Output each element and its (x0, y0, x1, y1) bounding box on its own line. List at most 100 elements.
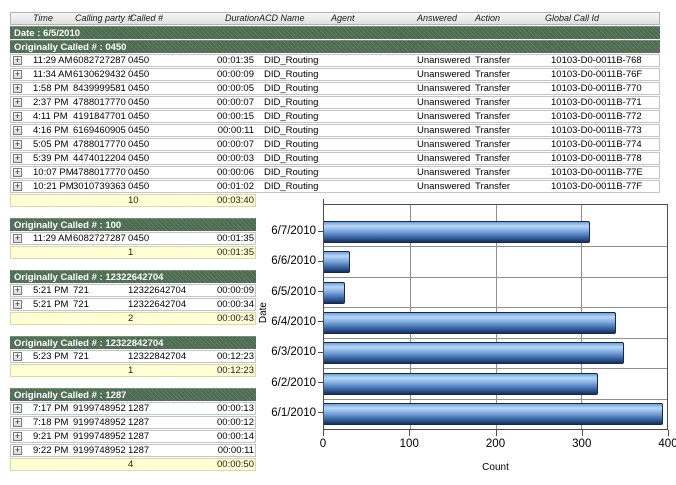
expander-cell: + (11, 167, 31, 178)
x-axis: 0 100 200 300 400 (320, 430, 676, 454)
cell-duration: 00:00:12 (217, 417, 254, 428)
expand-row-button[interactable]: + (13, 403, 22, 413)
cell-acd-name: DID_Routing (264, 69, 319, 80)
cell-time: 4:11 PM (33, 111, 68, 122)
expand-row-button[interactable]: + (13, 181, 22, 191)
y-tick-mark (318, 412, 323, 414)
group-summary-row: 1 00:12:23 (10, 364, 256, 377)
call-row[interactable]: +1:58 PM 8439999581 0450 00:00:05 DID_Routin… (10, 82, 660, 95)
cell-calling-party: 4788017770 (73, 97, 126, 108)
x-tick-mark (409, 430, 411, 436)
call-group: Originally Called # : 12322642704 +5:21 P… (10, 270, 660, 325)
cell-action: Transfer (475, 167, 511, 178)
chart-body: 6/7/2010 6/6/2010 6/5/2010 6/4/2010 6/3/2010… (255, 199, 676, 473)
cell-acd-name: DID_Routing (264, 97, 319, 108)
col-header-answered[interactable]: Answered (417, 13, 458, 23)
expand-row-button[interactable]: + (13, 445, 22, 455)
y-tick-label: 6/2/2010 (271, 376, 316, 389)
y-tick-mark (318, 351, 323, 353)
cell-time: 11:29 AM (33, 55, 73, 66)
expander-cell: + (11, 139, 31, 150)
call-row[interactable]: +9:22 PM 9199748952 1287 00:00:11 (10, 444, 256, 457)
summary-spacer (31, 313, 73, 324)
col-header-action[interactable]: Action (475, 13, 501, 23)
y-tick-mark (318, 260, 323, 262)
chart-band (324, 369, 667, 400)
y-tick-row: 6/1/2010 (255, 398, 323, 428)
col-header-global-call-id[interactable]: Global Call Id (545, 13, 600, 23)
call-row[interactable]: +11:34 AM 6130629432 0450 00:00:09 DID_Routi… (10, 68, 660, 81)
expand-row-button[interactable]: + (13, 83, 22, 93)
col-header-time[interactable]: Time (33, 13, 53, 23)
expand-row-button[interactable]: + (13, 285, 22, 295)
col-header-calling-party[interactable]: Calling party # (75, 13, 133, 23)
cell-calling-party: 6130629432 (73, 69, 126, 80)
expander-cell: + (11, 97, 31, 108)
group-summary-row: 2 00:00:43 (10, 312, 256, 325)
y-tick-row: 6/7/2010 (255, 216, 323, 246)
col-header-expander (11, 13, 31, 24)
expand-row-button[interactable]: + (13, 431, 22, 441)
call-row[interactable]: +5:23 PM 721 12322842704 00:12:23 (10, 350, 256, 363)
cell-calling-party: 6082727287 (73, 55, 126, 66)
call-row[interactable]: +7:18 PM 9199748952 1287 00:00:12 (10, 416, 256, 429)
expand-row-button[interactable]: + (13, 55, 22, 65)
expand-row-button[interactable]: + (13, 417, 22, 427)
expander-cell: + (11, 69, 31, 80)
call-row[interactable]: +10:07 PM 4788017770 0450 00:00:06 DID_Routi… (10, 166, 660, 179)
call-group: Originally Called # : 100 +11:29 AM 608272… (10, 218, 660, 259)
call-group: Originally Called # : 0450 +11:29 AM 60827… (10, 40, 660, 207)
call-row[interactable]: +5:05 PM 4788017770 0450 00:00:07 DID_Routin… (10, 138, 660, 151)
expander-cell: + (11, 111, 31, 122)
call-row[interactable]: +7:17 PM 9199748952 1287 00:00:13 (10, 402, 256, 415)
cell-agent (329, 69, 415, 80)
expander-cell: + (11, 403, 31, 414)
cell-time: 4:16 PM (33, 125, 69, 136)
cell-time: 5:21 PM (33, 285, 69, 296)
cell-acd-name: DID_Routing (264, 125, 319, 136)
col-header-acd-name[interactable]: ACD Name (259, 13, 305, 23)
y-tick-label: 6/6/2010 (271, 255, 316, 268)
expand-row-button[interactable]: + (13, 233, 22, 243)
expand-row-button[interactable]: + (13, 111, 22, 121)
expand-row-button[interactable]: + (13, 69, 22, 79)
expand-row-button[interactable]: + (13, 125, 22, 135)
expand-row-button[interactable]: + (13, 97, 22, 107)
call-row[interactable]: +5:39 PM 4474012204 0450 00:00:03 DID_Routin… (10, 152, 660, 165)
expand-row-button[interactable]: + (13, 299, 22, 309)
chart-band (324, 339, 667, 370)
call-row[interactable]: +2:37 PM 4788017770 0450 00:00:07 DID_Routin… (10, 96, 660, 109)
col-header-duration[interactable]: Duration (225, 13, 260, 23)
expander-cell: + (11, 285, 31, 296)
y-tick-label: 6/3/2010 (271, 346, 316, 359)
calls-by-date-chart: Date 6/7/2010 6/6/2010 6/5/2010 6/4/2010 6/3… (255, 199, 676, 473)
cell-global-call-id: 10103-D0-0011B-77E (551, 167, 643, 178)
expand-row-button[interactable]: + (13, 153, 22, 163)
y-tick-mark (318, 321, 323, 323)
call-row[interactable]: +9:21 PM 9199748952 1287 00:00:14 (10, 430, 256, 443)
x-tick-label: 400 (658, 438, 676, 450)
call-row[interactable]: +11:29 AM 6082727287 0450 00:01:35 (10, 232, 256, 245)
cell-action: Transfer (475, 55, 511, 66)
summary-spacer (73, 313, 128, 324)
expand-row-button[interactable]: + (13, 351, 22, 361)
call-row[interactable]: +5:21 PM 721 12322642704 00:00:09 (10, 284, 256, 297)
call-row[interactable]: +11:29 AM 6082727287 0450 00:01:35 DID_Routi… (10, 54, 660, 67)
cell-duration: 00:00:05 (217, 83, 254, 94)
call-row[interactable]: +4:11 PM 4191847701 0450 00:00:15 DID_Routin… (10, 110, 660, 123)
cell-duration: 00:00:03 (217, 153, 254, 164)
expand-row-button[interactable]: + (13, 139, 22, 149)
call-row[interactable]: +10:21 PM 3010739363 0450 00:01:02 DID_Routi… (10, 180, 660, 193)
originally-called-band: Originally Called # : 100 (10, 218, 256, 231)
originally-called-band: Originally Called # : 12322642704 (10, 270, 256, 283)
call-row[interactable]: +4:16 PM 6169460905 0450 00:00:11 DID_Routin… (10, 124, 660, 137)
expand-row-button[interactable]: + (13, 167, 22, 177)
y-axis-labels: 6/7/2010 6/6/2010 6/5/2010 6/4/2010 6/3/2010… (255, 204, 323, 428)
summary-total-duration: 00:03:40 (217, 195, 254, 206)
call-row[interactable]: +5:21 PM 721 12322642704 00:00:34 (10, 298, 256, 311)
col-header-agent[interactable]: Agent (331, 13, 355, 23)
chart-band (324, 308, 667, 339)
cell-called: 0450 (128, 55, 150, 66)
col-header-called[interactable]: Called # (130, 13, 164, 23)
y-tick-row: 6/4/2010 (255, 307, 323, 337)
